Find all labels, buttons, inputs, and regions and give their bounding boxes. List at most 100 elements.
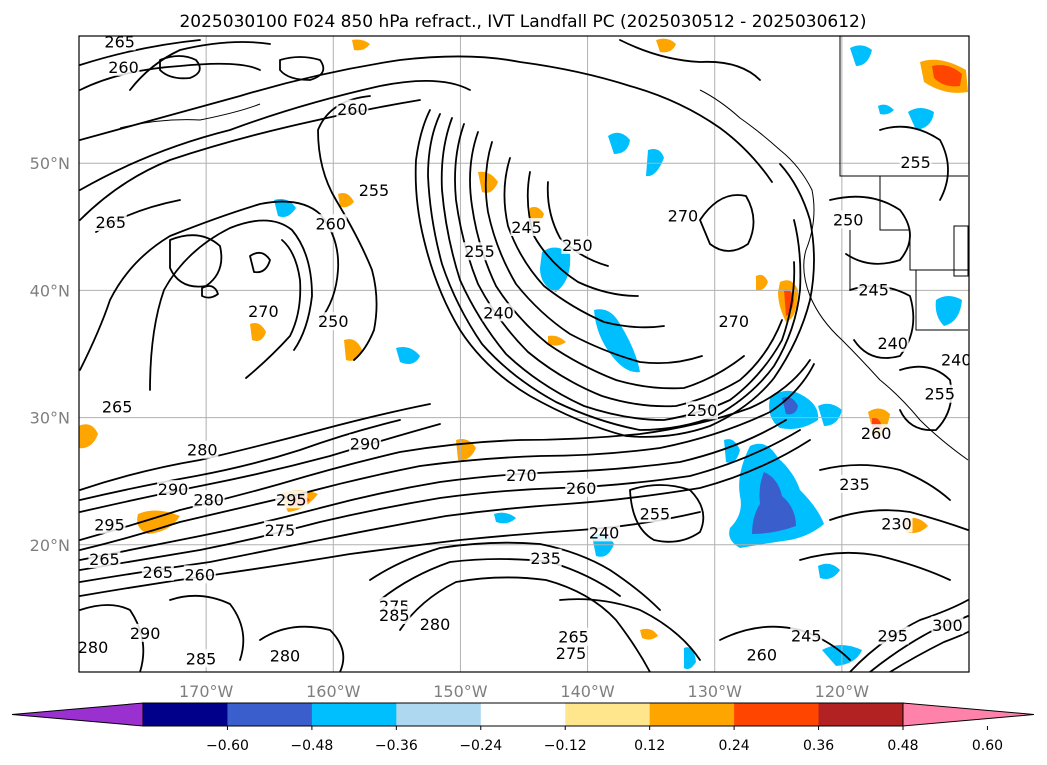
contour-line [79,363,815,551]
contour-label: 265 [102,397,133,416]
contour-label-bg [899,153,932,172]
contour-label: 280 [193,490,224,509]
ivt-anomaly-patch [818,563,840,579]
ivt-anomaly-patch [250,323,266,341]
colorbar-outline [142,702,904,727]
contour-line [559,598,701,661]
contour-label: 240 [941,350,972,369]
contour-label: 285 [379,606,410,625]
contour-line [249,251,271,274]
contour-line [79,39,201,66]
contour-label-bg [419,614,451,633]
contour-line [379,558,621,601]
ivt-anomaly-patch [352,39,370,51]
latitude-axis-labels: 20°N 30°N 40°N 50°N [30,154,70,555]
contour-label: 265 [558,628,589,647]
colorbar-tick-label: 0.36 [803,738,834,754]
contour-line [79,604,145,672]
contour-line [201,285,219,299]
colorbar-segment [649,703,735,726]
contour-line [79,403,431,491]
contour-label: 250 [318,312,349,331]
contour-label: 265 [143,563,174,582]
contour-label-bg [860,424,893,443]
contour-label: 260 [185,565,216,584]
colorbar-tick-label: 0.48 [887,738,918,754]
contour-line [469,131,745,390]
longitude-tick-label: 130°W [688,682,743,701]
contour-line [369,541,661,611]
ivt-anomaly-patch [782,397,798,415]
contour-label: 265 [104,32,135,51]
contour-label-bg [268,646,301,665]
latitude-tick-label: 50°N [30,154,70,173]
colorbar-tick-label: 0.60 [972,738,1003,754]
contour-label-bg [940,350,969,369]
colorbar-segment [396,703,482,726]
contour-label: 255 [900,153,931,172]
contour-label: 270 [506,466,537,485]
contour-label: 290 [130,624,161,643]
contour-label: 240 [877,334,908,353]
colorbar-segment [818,703,904,726]
contour-label-bg [505,466,538,485]
contour-label: 295 [877,626,908,645]
contour-label: 245 [858,280,889,299]
colorbar-segment [227,703,313,726]
colorbar-segment [311,703,397,726]
contour-line [79,359,811,541]
contour-line [79,429,801,571]
contour-label-bg [510,218,543,237]
contour-line [546,181,609,267]
ivt-anomaly-patch [850,45,872,66]
contour-line [699,194,755,252]
contour-label: 240 [589,523,620,542]
contour-label: 285 [186,649,217,668]
ivt-anomaly-patch [137,510,180,534]
contour-label-bg [463,242,496,261]
contour-line [245,239,302,379]
contour-label: 235 [530,549,561,568]
ivt-anomaly-patch [338,193,354,208]
contour-label-layer: 260 260 265 255 260 245 250 255 270 250 255 270 250 2… [79,32,972,668]
contour-label-bg [183,565,216,584]
ivt-anomaly-patch [478,171,498,193]
contour-label: 260 [566,479,597,498]
contour-line [129,41,271,91]
ivt-anomaly-patch [935,296,962,326]
contour-label-bg [529,548,562,567]
ivt-anomaly-patch [646,149,664,177]
contour-label-bg [141,562,174,581]
contour-label: 275 [556,644,587,663]
contour-label-bg [275,490,308,509]
contour-label-bg [157,480,190,499]
contour-label-bg [717,312,750,331]
ivt-anomaly-patch [594,309,640,373]
contour-label-bg [838,475,871,494]
colorbar-extend-low [11,702,144,727]
colorbar-tick-label: −0.48 [290,738,333,754]
north-america-coastline [699,89,969,461]
ivt-anomaly-patch [274,199,296,217]
contour-label: 290 [158,480,189,499]
contour-line [829,195,911,265]
contour-line [79,439,811,583]
ivt-anomaly-patch [79,424,98,449]
contour-line [169,594,245,661]
contour-label-bg [832,210,865,229]
contour-line [889,631,969,672]
contour-label: 260 [315,214,346,233]
ivt-anomaly-patch [396,347,420,364]
contour-label-bg [588,523,621,542]
colorbar-extend-high [902,702,1035,727]
contour-label: 270 [719,312,750,331]
contour-label-bg [923,384,956,403]
contour-line [169,234,223,288]
contour-line [629,484,705,543]
contour-label: 255 [464,242,495,261]
contour-label: 270 [668,207,699,226]
ivt-anomaly-patch [684,647,696,670]
longitude-tick-label: 150°W [433,682,488,701]
ivt-anomaly-patch [756,274,768,291]
